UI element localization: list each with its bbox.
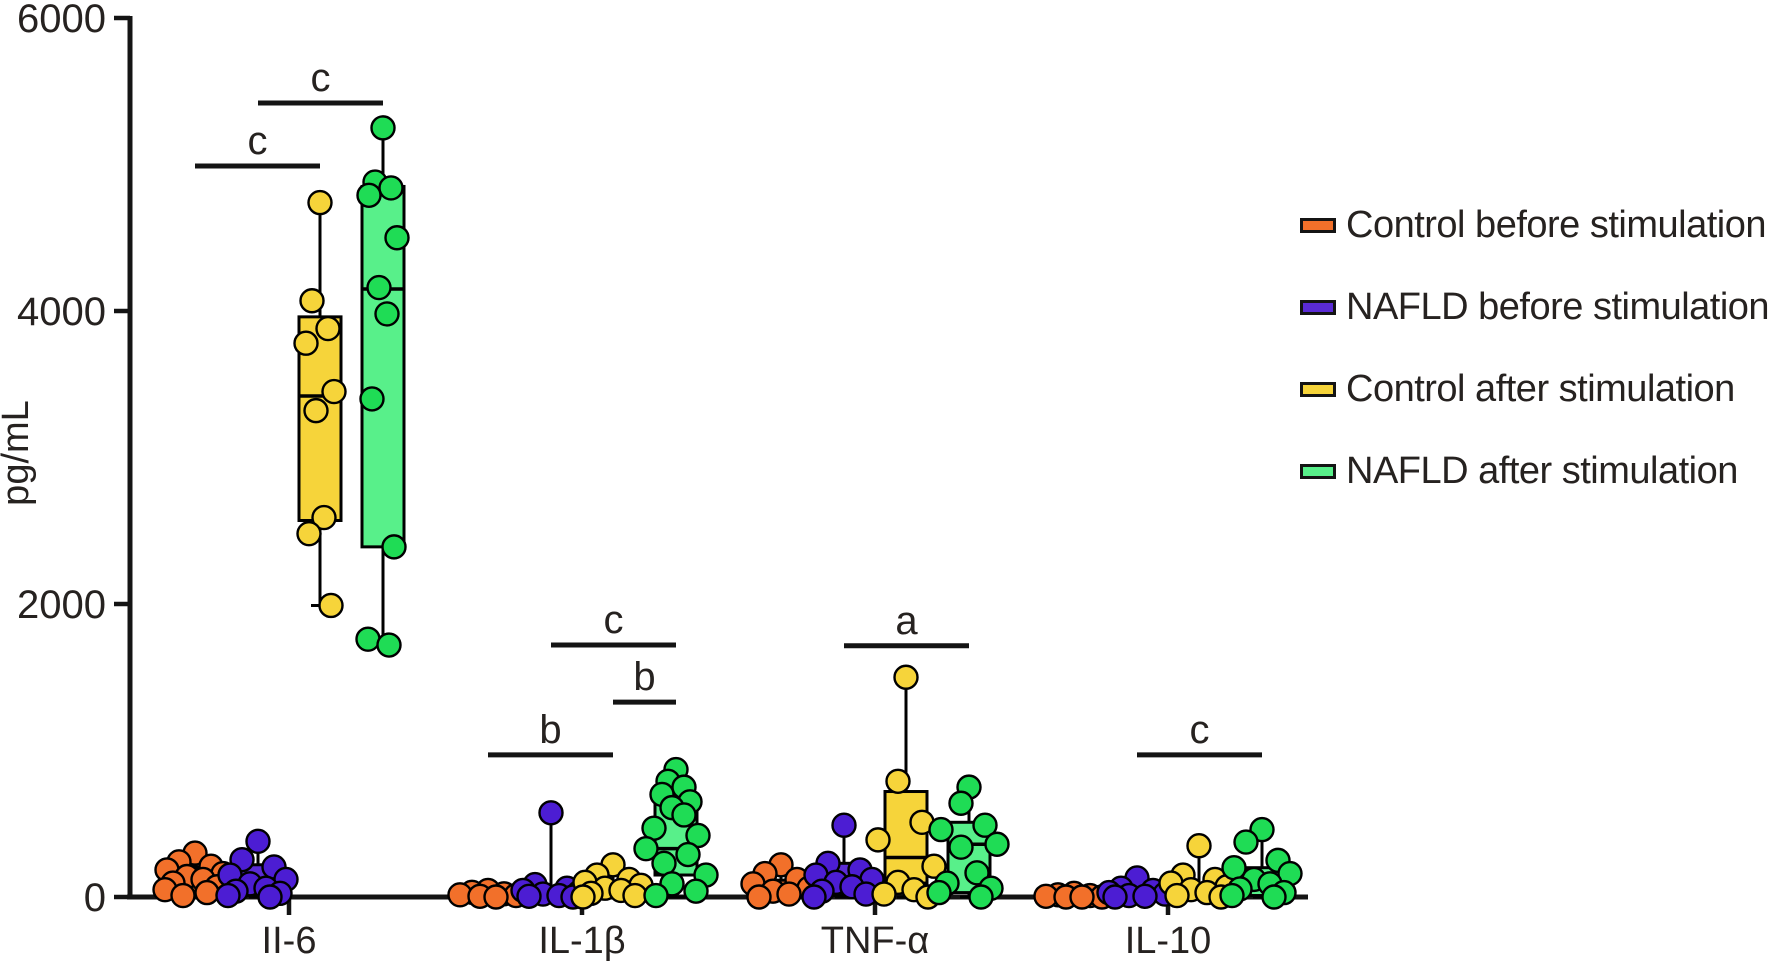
significance-label: c [1190, 708, 1210, 752]
box [883, 790, 929, 885]
significance-label: a [895, 599, 918, 643]
data-point [303, 397, 329, 424]
data-point [315, 315, 341, 342]
x-category-label: II-6 [262, 920, 317, 962]
legend-label: NAFLD before stimulation [1346, 285, 1769, 328]
data-point [483, 884, 509, 910]
data-point [1102, 884, 1128, 910]
data-point [633, 835, 659, 862]
legend-label: NAFLD after stimulation [1346, 449, 1738, 492]
x-category-label: TNF-α [821, 920, 930, 962]
legend-item-4: NAFLD after stimulation [1300, 449, 1769, 492]
data-point [801, 884, 827, 910]
data-point [307, 189, 333, 216]
data-point [921, 853, 947, 879]
data-point [376, 632, 402, 658]
data-point [865, 827, 891, 853]
data-point [311, 504, 337, 531]
data-point [366, 274, 392, 301]
data-point [570, 884, 596, 910]
data-point [538, 800, 564, 826]
data-point [245, 828, 271, 855]
data-point [948, 834, 974, 860]
y-tick-label: 4000 [17, 290, 106, 334]
data-point [1186, 833, 1212, 859]
data-point [318, 592, 344, 619]
significance-label: c [604, 598, 624, 642]
data-point [215, 882, 241, 909]
data-point [928, 816, 954, 843]
data-point [194, 879, 220, 906]
data-point [296, 520, 322, 547]
data-point [378, 175, 404, 201]
data-point [776, 881, 802, 907]
legend-label: Control after stimulation [1346, 367, 1735, 410]
significance-label: c [248, 119, 268, 163]
data-point [299, 288, 325, 314]
significance-label: c [311, 56, 331, 100]
significance-label: b [539, 708, 561, 752]
legend-swatch-icon [1300, 381, 1336, 397]
data-point [893, 664, 919, 690]
data-point [1261, 884, 1287, 910]
data-point [671, 802, 697, 828]
data-point [968, 884, 994, 910]
data-point [984, 831, 1010, 857]
data-point [293, 330, 319, 356]
data-point [1132, 883, 1158, 909]
chart-legend: Control before stimulation NAFLD before s… [1300, 203, 1769, 533]
legend-swatch-icon [1300, 463, 1336, 479]
box [360, 184, 406, 549]
data-point [926, 879, 952, 906]
data-point [643, 882, 669, 909]
data-point [321, 378, 347, 405]
data-point [170, 882, 196, 909]
data-point [948, 790, 974, 816]
data-point [381, 534, 407, 560]
data-point [356, 182, 382, 208]
y-tick-label: 0 [84, 876, 106, 920]
legend-swatch-icon [1300, 217, 1336, 233]
data-point [831, 812, 857, 838]
data-point [885, 768, 911, 794]
legend-item-2: NAFLD before stimulation [1300, 285, 1769, 328]
data-point [257, 884, 283, 910]
data-point [972, 812, 998, 838]
x-category-label: IL-10 [1125, 920, 1212, 962]
data-point [1069, 884, 1095, 910]
data-point [384, 225, 410, 251]
data-point [370, 115, 396, 141]
data-point [1219, 882, 1245, 909]
y-axis-title: pg/mL [0, 400, 37, 506]
y-tick-label: 2000 [17, 583, 106, 627]
data-point [516, 883, 542, 909]
y-tick-label: 6000 [17, 0, 106, 41]
legend-swatch-icon [1300, 299, 1336, 315]
significance-label: b [633, 655, 655, 699]
x-category-label: IL-1β [538, 920, 625, 962]
data-point [675, 841, 701, 868]
data-point [683, 878, 709, 904]
data-point [374, 301, 400, 327]
data-point [355, 626, 381, 652]
data-point [1233, 829, 1259, 855]
legend-label: Control before stimulation [1346, 203, 1767, 246]
data-point [359, 386, 385, 412]
data-point [622, 882, 648, 909]
data-point [1164, 882, 1190, 909]
data-point [871, 881, 897, 907]
legend-item-1: Control before stimulation [1300, 203, 1769, 246]
legend-item-3: Control after stimulation [1300, 367, 1769, 410]
data-point [746, 884, 772, 910]
